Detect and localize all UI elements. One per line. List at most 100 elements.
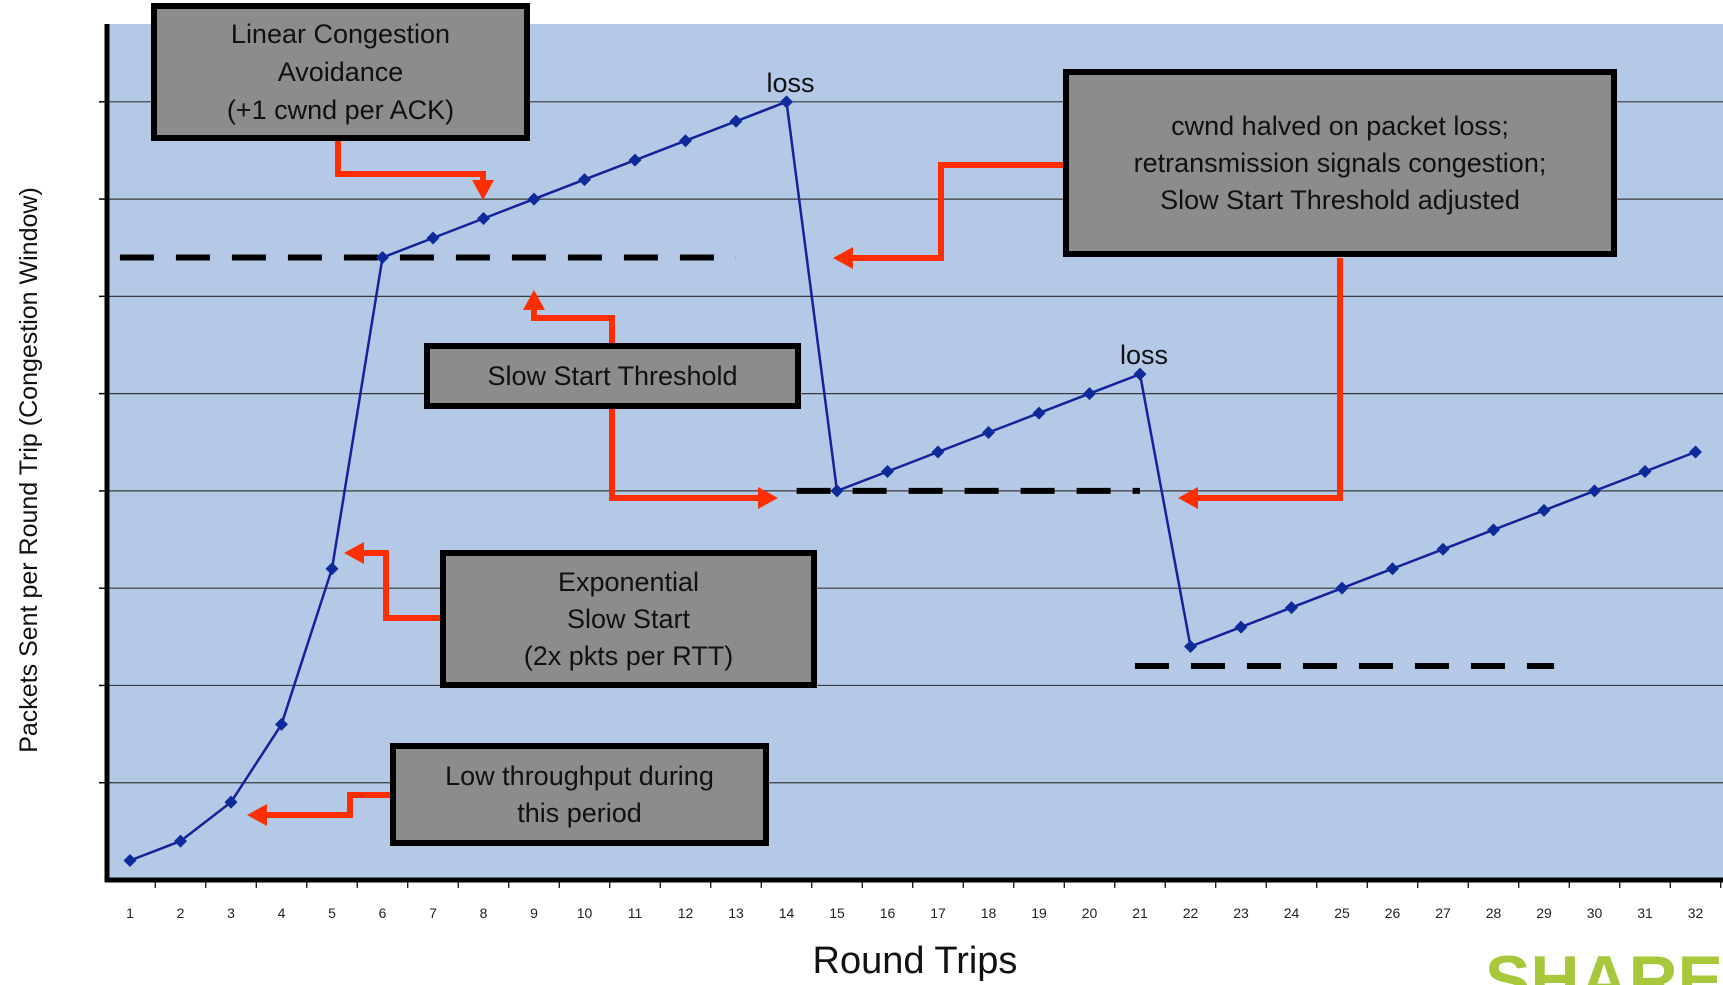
- data-point-23: [1234, 620, 1248, 634]
- data-point-19: [1032, 406, 1046, 420]
- data-point-24: [1285, 601, 1298, 615]
- data-point-18: [982, 426, 995, 440]
- arrowhead-exponential-1: [344, 542, 364, 564]
- data-point-7: [426, 231, 440, 245]
- data-point-15: [830, 484, 844, 498]
- x-axis-title: Round Trips: [813, 940, 1018, 982]
- data-point-2: [174, 834, 187, 848]
- loss-label-2: loss: [1120, 340, 1168, 370]
- series-line: [129, 100, 1696, 862]
- annotation-text-halved-3: Slow Start Threshold adjusted: [1160, 185, 1520, 215]
- data-point-3: [224, 795, 238, 809]
- annotation-box-lowthroughput: [390, 743, 769, 846]
- arrow-ssthresh-2: [609, 406, 758, 501]
- data-point-29: [1537, 503, 1551, 517]
- loss-label-1: loss: [766, 68, 814, 98]
- data-point-30: [1588, 484, 1601, 498]
- data-point-6: [376, 250, 389, 264]
- data-point-10: [578, 173, 591, 187]
- share-logo-text: SHARE: [1485, 942, 1723, 985]
- data-point-17: [931, 445, 945, 459]
- x-tick-label-31: 31: [1637, 905, 1653, 921]
- annotation-text-lowthroughput-1: Low throughput during: [445, 761, 714, 791]
- annotation-text-exponential-3: (2x pkts per RTT): [524, 641, 734, 671]
- annotation-box-ssthresh: [424, 343, 801, 409]
- labels: loss loss: [766, 68, 1168, 370]
- annotation-box-exponential: [440, 550, 817, 688]
- arrow-lowthroughput-1: [267, 792, 393, 818]
- data-point-5: [325, 562, 339, 576]
- series-cwnd: [123, 95, 1702, 868]
- arrowhead-ssthresh-1: [523, 290, 545, 310]
- arrow-exponential-1: [364, 550, 443, 621]
- data-point-27: [1436, 542, 1450, 556]
- x-tick-label-15: 15: [829, 905, 845, 921]
- annotation-box-halved: [1063, 69, 1617, 257]
- annotation-text-linear-2: Avoidance: [278, 57, 404, 87]
- x-tick-label-3: 3: [227, 905, 235, 921]
- x-tick-label-17: 17: [930, 905, 946, 921]
- arrowhead-halved-1: [833, 247, 853, 269]
- x-tick-label-24: 24: [1284, 905, 1300, 921]
- x-tick-label-18: 18: [981, 905, 997, 921]
- x-tick-label-23: 23: [1233, 905, 1249, 921]
- x-tick-label-1: 1: [126, 905, 134, 921]
- x-tick-label-9: 9: [530, 905, 538, 921]
- x-tick-label-6: 6: [379, 905, 387, 921]
- annotation-text-halved-2: retransmission signals congestion;: [1134, 148, 1547, 178]
- arrow-linear-1: [335, 140, 486, 180]
- data-point-31: [1638, 464, 1652, 478]
- arrow-halved-2: [1198, 258, 1343, 501]
- x-tick-label-21: 21: [1132, 905, 1148, 921]
- annotation-text-linear-1: Linear Congestion: [231, 19, 450, 49]
- annotation-text-ssthresh-1: Slow Start Threshold: [487, 361, 737, 391]
- data-point-9: [527, 192, 541, 206]
- annotation-text-lowthroughput-2: this period: [517, 798, 642, 828]
- x-tick-label-13: 13: [728, 905, 744, 921]
- x-tick-label-10: 10: [577, 905, 593, 921]
- data-point-14: [780, 95, 793, 109]
- data-point-8: [477, 212, 490, 226]
- data-point-1: [123, 854, 137, 868]
- x-tick-label-19: 19: [1031, 905, 1047, 921]
- x-tick-label-22: 22: [1183, 905, 1199, 921]
- x-tick-label-7: 7: [429, 905, 437, 921]
- x-tick-label-29: 29: [1536, 905, 1552, 921]
- arrowhead-linear-1: [472, 180, 494, 200]
- x-tick-label-20: 20: [1082, 905, 1098, 921]
- x-tick-label-26: 26: [1385, 905, 1401, 921]
- data-point-28: [1487, 523, 1500, 537]
- x-tick-label-30: 30: [1587, 905, 1603, 921]
- axes: 1 2 3 4 5 6 7 8 9 10 11 12 13 14 15 16 17 18 19 20 21 22 23 24 2…: [99, 24, 1723, 921]
- x-tick-label-12: 12: [678, 905, 694, 921]
- x-tick-label-32: 32: [1688, 905, 1704, 921]
- threshold-lines: [119, 254, 1555, 669]
- data-point-22: [1184, 640, 1197, 654]
- x-tick-label-16: 16: [880, 905, 896, 921]
- data-point-4: [275, 717, 288, 731]
- x-tick-label-2: 2: [177, 905, 185, 921]
- x-tick-label-25: 25: [1334, 905, 1350, 921]
- x-tick-label-14: 14: [779, 905, 795, 921]
- data-point-25: [1335, 581, 1349, 595]
- data-point-26: [1386, 562, 1399, 576]
- annotation-text-exponential-1: Exponential: [558, 567, 699, 597]
- x-tick-label-8: 8: [480, 905, 488, 921]
- x-tick-label-27: 27: [1435, 905, 1451, 921]
- annotation-text-exponential-2: Slow Start: [567, 604, 691, 634]
- y-axis-title: Packets Sent per Round Trip (Congestion …: [15, 187, 43, 753]
- x-tick-label-5: 5: [328, 905, 336, 921]
- arrowhead-ssthresh-2: [758, 487, 778, 509]
- data-point-13: [729, 114, 743, 128]
- arrowhead-halved-2: [1178, 487, 1198, 509]
- data-point-11: [628, 153, 642, 167]
- x-tick-label-4: 4: [278, 905, 286, 921]
- data-point-32: [1689, 445, 1702, 459]
- arrowhead-lowthroughput-1: [247, 804, 267, 826]
- annotation-box-linear: [151, 3, 530, 141]
- arrow-ssthresh-1: [531, 310, 615, 346]
- data-point-20: [1083, 387, 1096, 401]
- annotation-text-linear-3: (+1 cwnd per ACK): [227, 95, 454, 125]
- x-tick-label-11: 11: [628, 905, 643, 921]
